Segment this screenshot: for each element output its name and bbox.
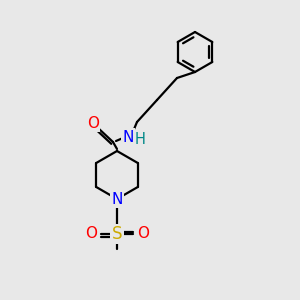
Text: N: N bbox=[122, 130, 134, 145]
Text: S: S bbox=[112, 225, 122, 243]
Text: N: N bbox=[111, 191, 123, 206]
Text: O: O bbox=[87, 116, 99, 130]
Text: O: O bbox=[137, 226, 149, 242]
Text: H: H bbox=[135, 131, 146, 146]
Text: O: O bbox=[85, 226, 97, 242]
